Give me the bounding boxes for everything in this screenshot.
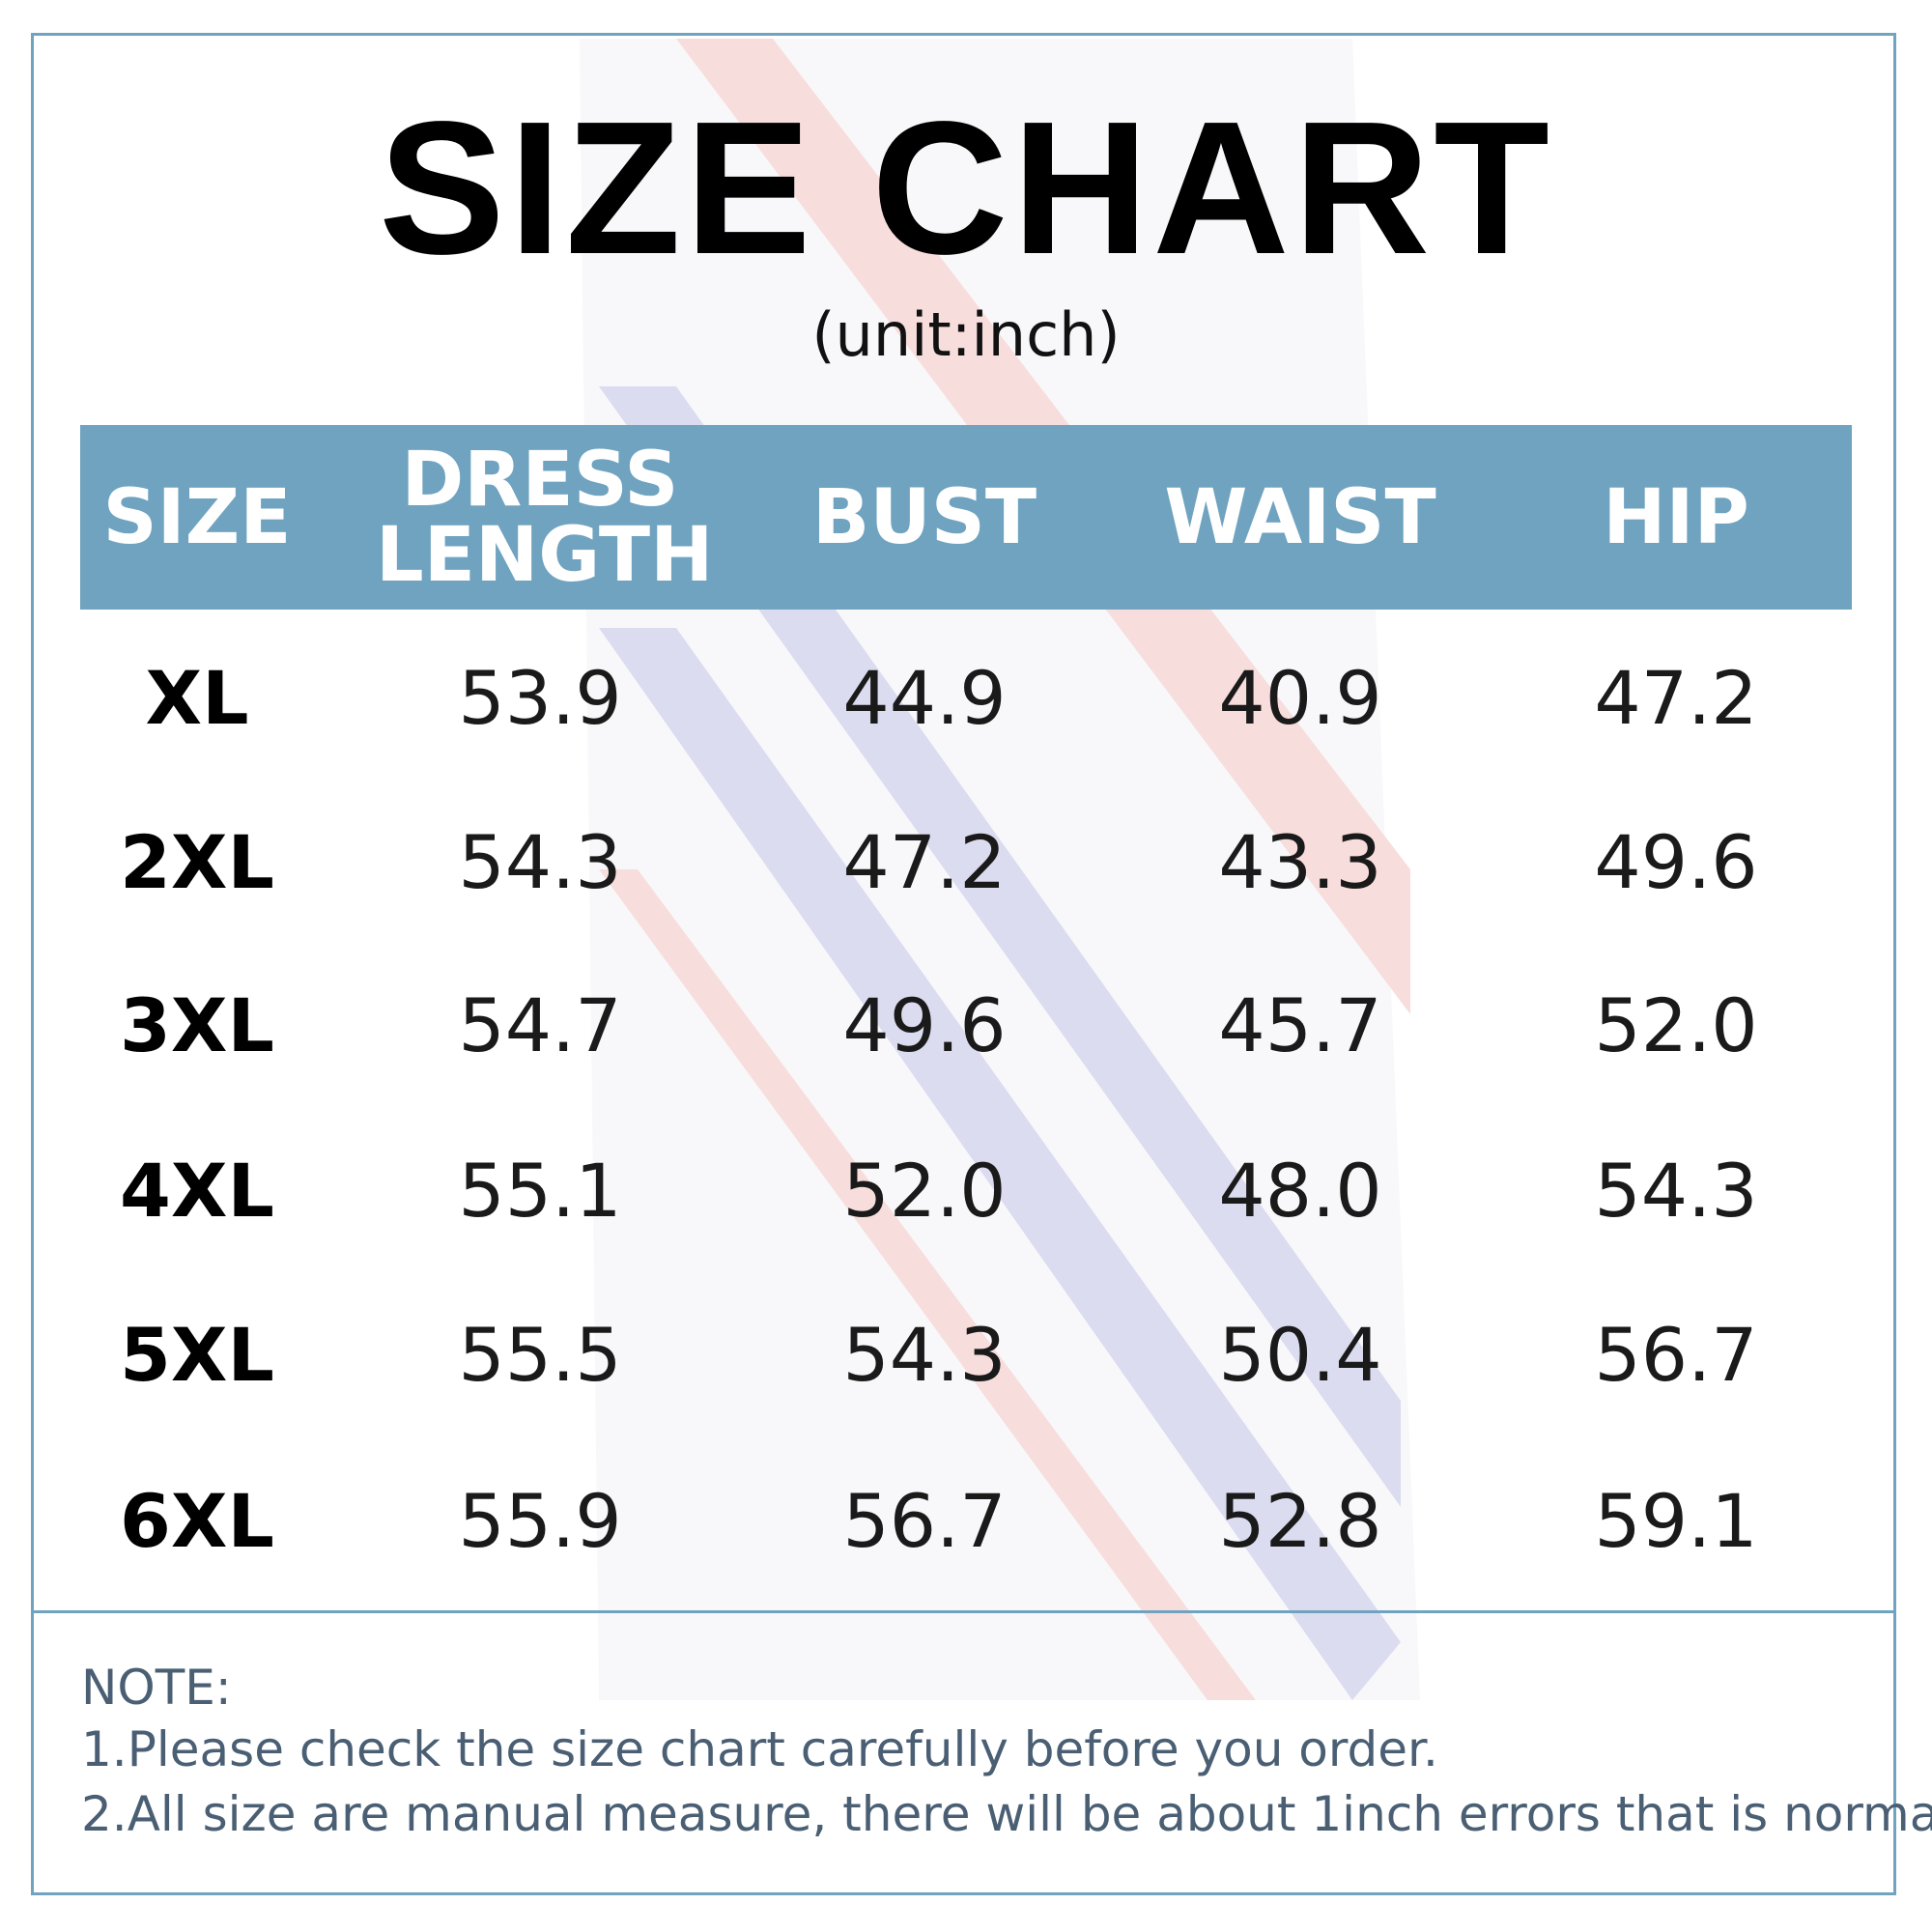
size-label: 2XL <box>120 819 274 905</box>
measurement: 55.1 <box>458 1148 622 1234</box>
divider <box>34 1610 1893 1613</box>
title: SIZE CHART <box>379 82 1553 294</box>
size-label: 5XL <box>120 1312 274 1398</box>
measurement: 54.3 <box>1594 1148 1758 1234</box>
measurement: 56.7 <box>842 1478 1007 1564</box>
measurement: 50.4 <box>1218 1312 1382 1398</box>
measurement: 52.8 <box>1218 1478 1382 1564</box>
measurement: 55.5 <box>458 1312 622 1398</box>
size-label: 6XL <box>120 1478 274 1564</box>
column-header: SIZE <box>102 474 292 561</box>
measurement: 54.7 <box>458 982 622 1068</box>
note-line: 2.All size are manual measure, there wil… <box>81 1786 1932 1842</box>
measurement: 49.6 <box>1594 819 1758 905</box>
column-header: WAIST <box>1164 474 1436 561</box>
measurement: 52.0 <box>1594 982 1758 1068</box>
frame <box>31 33 1896 1895</box>
column-header: DRESS LENGTH <box>376 437 714 599</box>
measurement: 53.9 <box>458 655 622 741</box>
size-label: 3XL <box>120 982 274 1068</box>
measurement: 40.9 <box>1218 655 1382 741</box>
measurement: 47.2 <box>842 819 1007 905</box>
measurement: 56.7 <box>1594 1312 1758 1398</box>
measurement: 48.0 <box>1218 1148 1382 1234</box>
measurement: 55.9 <box>458 1478 622 1564</box>
stripe <box>599 386 1401 1507</box>
stripe <box>599 628 1401 1700</box>
unit-label: (unit:inch) <box>811 299 1121 370</box>
measurement: 54.3 <box>842 1312 1007 1398</box>
measurement: 59.1 <box>1594 1478 1758 1564</box>
note-line: NOTE: <box>81 1660 232 1716</box>
header-band <box>80 425 1852 610</box>
size-label: XL <box>145 655 249 741</box>
size-label: 4XL <box>120 1148 274 1234</box>
measurement: 43.3 <box>1218 819 1382 905</box>
measurement: 47.2 <box>1594 655 1758 741</box>
measurement: 52.0 <box>842 1148 1007 1234</box>
measurement: 54.3 <box>458 819 622 905</box>
measurement: 45.7 <box>1218 982 1382 1068</box>
note-line: 1.Please check the size chart carefully … <box>81 1721 1438 1777</box>
stripe <box>599 869 1256 1700</box>
column-header: BUST <box>811 474 1037 561</box>
column-header: HIP <box>1603 474 1749 561</box>
measurement: 44.9 <box>842 655 1007 741</box>
measurement: 49.6 <box>842 982 1007 1068</box>
